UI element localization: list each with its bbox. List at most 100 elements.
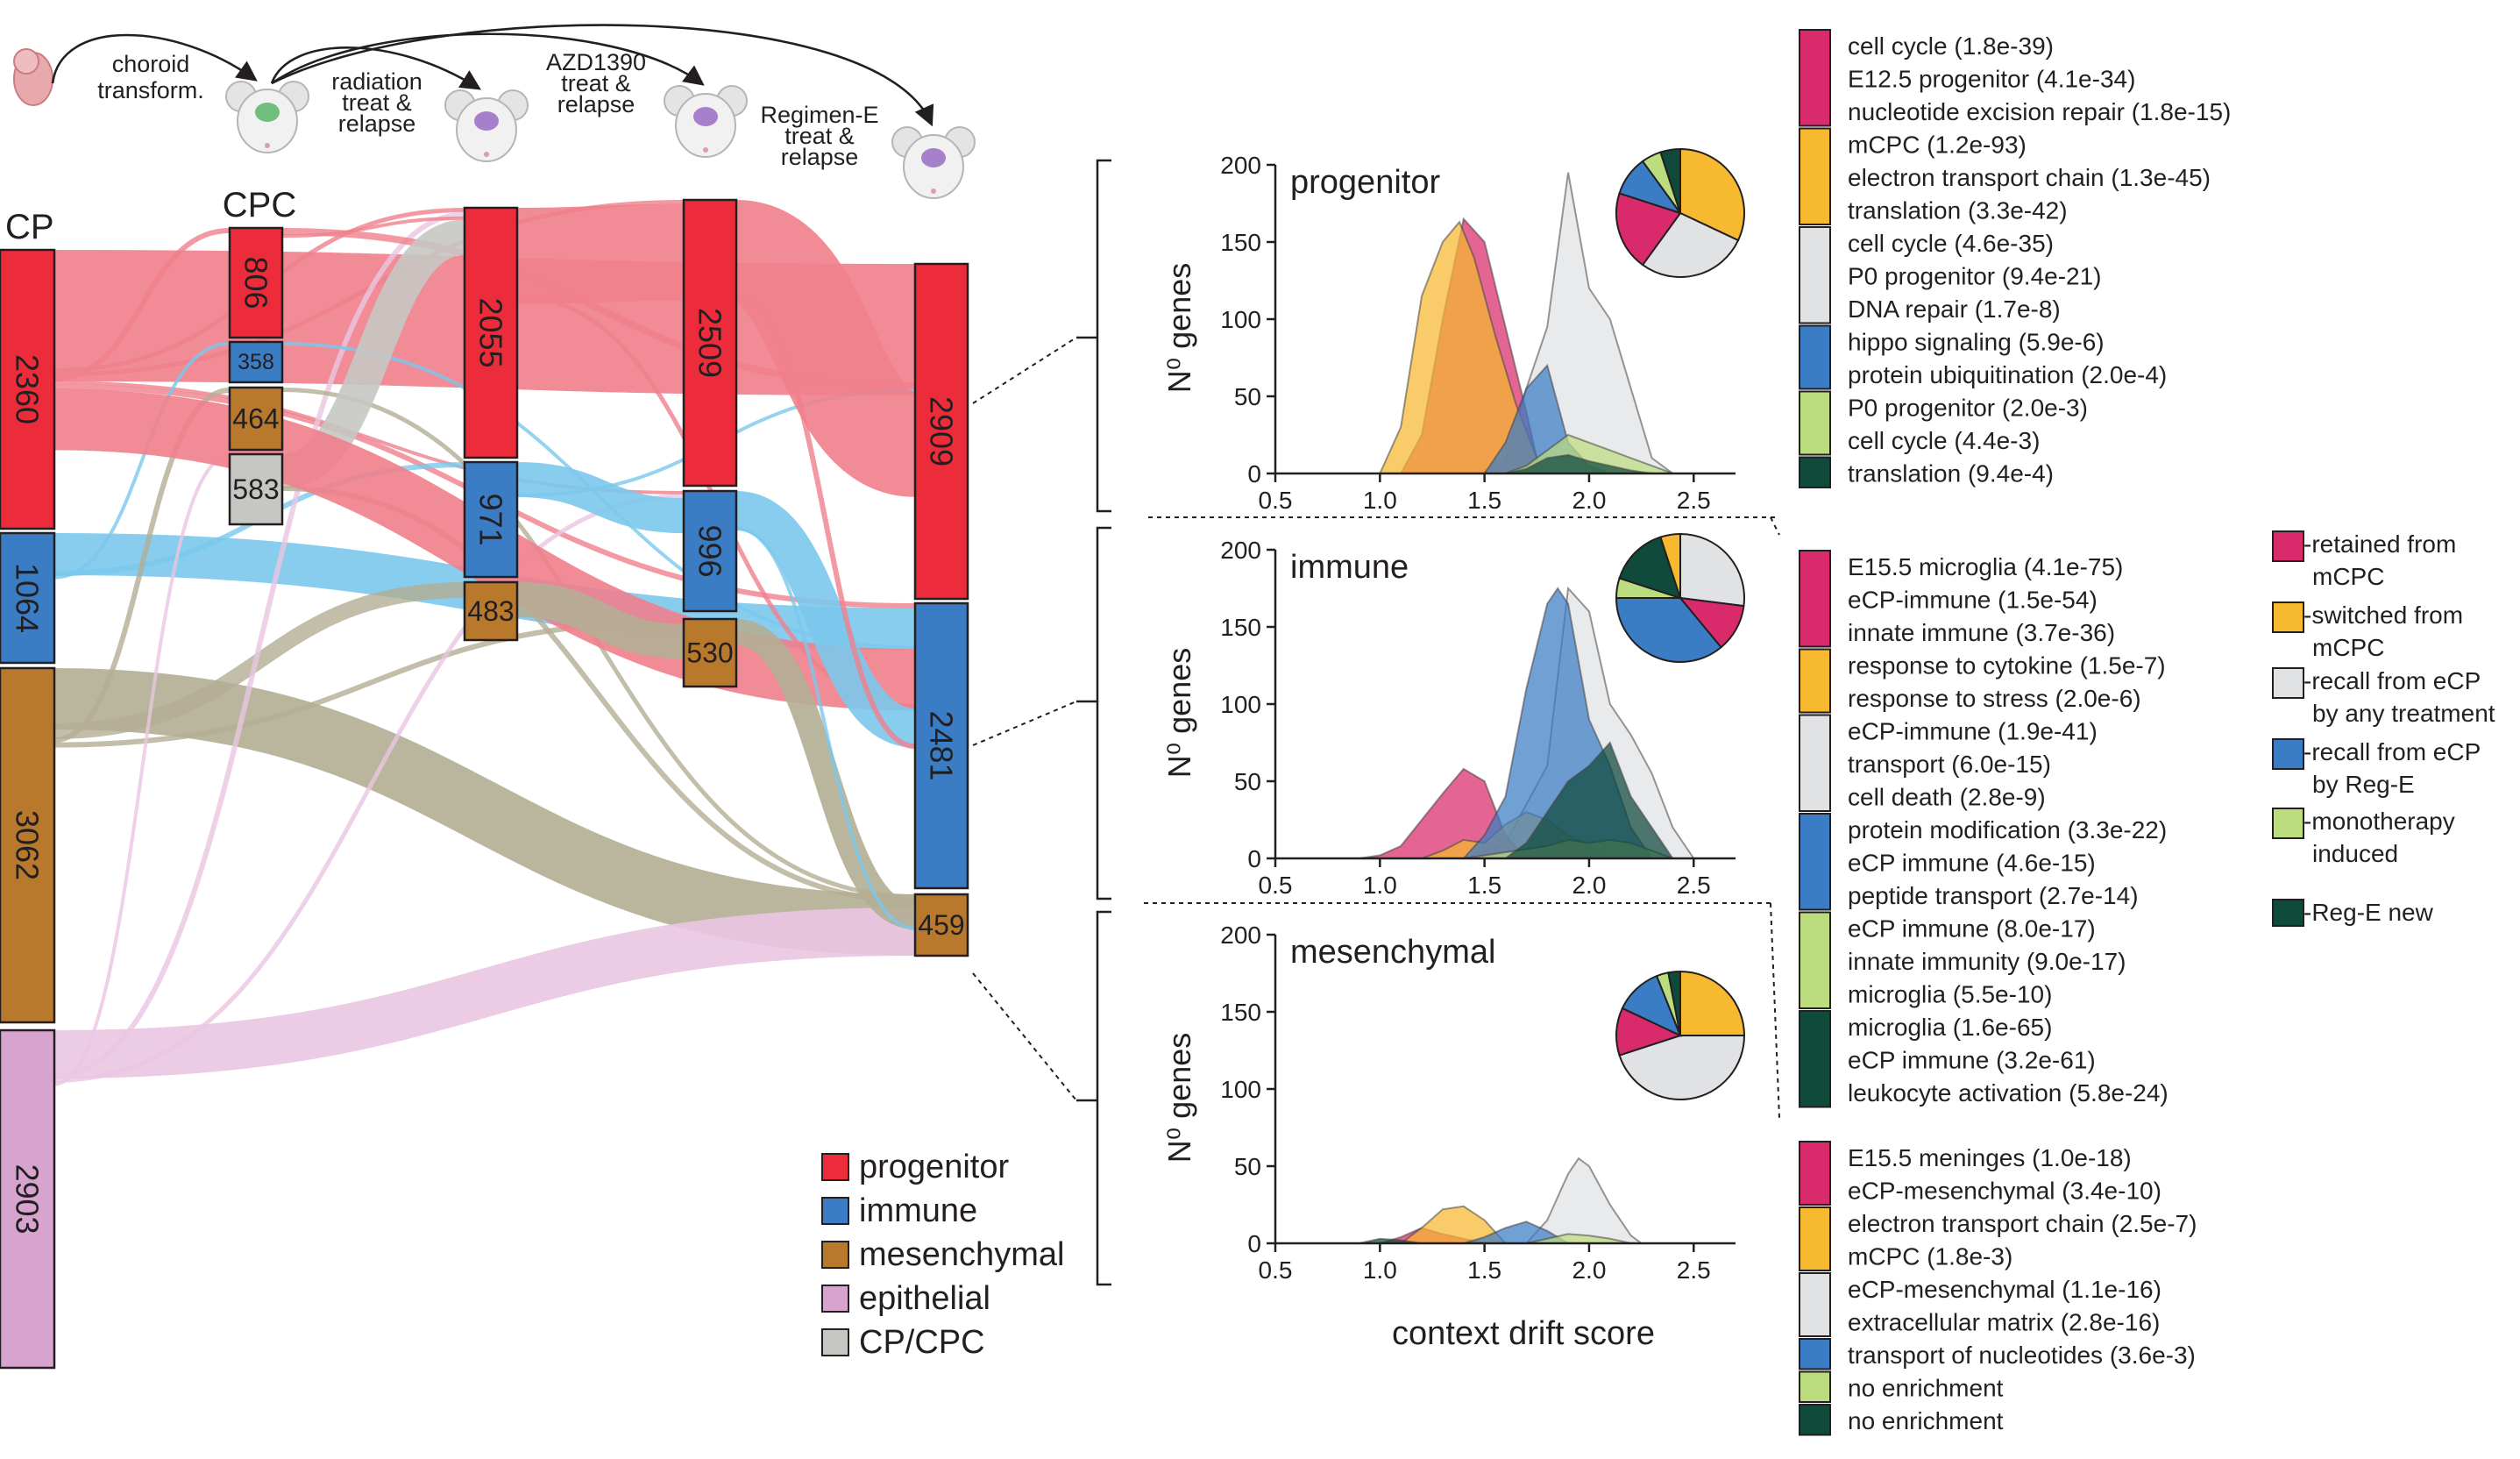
enrichment-term: eCP-mesenchymal (3.4e-10) — [1848, 1178, 2162, 1205]
category-swatch-recall_any — [2272, 667, 2304, 699]
enrichment-color-bar-rege_new — [1799, 456, 1831, 488]
enrichment-term: transport of nucleotides (3.6e-3) — [1848, 1342, 2196, 1369]
histogram-panel: 0 50 100 150 200 0.5 1.0 1.5 2.0 2.5 progenitor N⁰ … — [1161, 147, 1745, 514]
sankey-column-label: CP — [5, 208, 54, 246]
enrichment-term: protein modification (3.3e-22) — [1848, 816, 2167, 843]
enrichment-term: translation (3.3e-42) — [1848, 197, 2068, 224]
x-axis-label: context drift score — [1392, 1315, 1655, 1352]
y-tick-label: 100 — [1220, 691, 1261, 718]
sankey-flow-epithelial — [53, 907, 916, 1078]
sankey-flow-progenitor — [516, 203, 685, 304]
sankey-flow-epithelial — [53, 454, 231, 1086]
y-tick-label: 100 — [1220, 306, 1261, 333]
enrichment-term: no enrichment — [1848, 1407, 2004, 1434]
bracket — [1076, 526, 1111, 900]
sankey-node-value: 2909 — [924, 396, 960, 466]
enrichment-term: cell cycle (4.6e-35) — [1848, 230, 2054, 257]
y-axis-label: N⁰ genes — [1161, 648, 1197, 779]
sankey-node-cpcpc — [228, 452, 284, 526]
enrichment-term: cell cycle (4.4e-3) — [1848, 427, 2040, 454]
sankey-node-value: 2481 — [924, 710, 960, 780]
enrichment-term: cell death (2.8e-9) — [1848, 784, 2046, 811]
bracket — [1076, 159, 1111, 513]
legend-label: CP/CPC — [859, 1324, 985, 1361]
y-tick-label: 150 — [1220, 229, 1261, 256]
enrichment-color-bar-recall_any — [1799, 714, 1831, 812]
pie-slice-switched — [1679, 970, 1746, 1036]
zoom-dotted-line — [1770, 902, 1780, 1119]
sankey-flow-progenitor — [53, 228, 231, 381]
zoom-brackets — [972, 159, 1780, 1286]
timeline-step-label: transform. — [97, 77, 204, 103]
timeline-arrow — [271, 32, 705, 86]
sankey-flow-mesenchymal — [516, 582, 685, 659]
sankey-flow-epithelial — [53, 211, 465, 1079]
bracket — [1076, 910, 1111, 1286]
y-tick-label: 0 — [1247, 1230, 1261, 1257]
category-swatch-mono — [2272, 808, 2304, 839]
category-label: -switched from — [2303, 601, 2463, 629]
sankey-flow-immune — [53, 342, 231, 580]
y-tick-label: 50 — [1234, 1153, 1261, 1180]
pie-slice-recall_any — [1641, 211, 1740, 278]
panel-title: progenitor — [1290, 164, 1440, 201]
enrichment-term: E15.5 meninges (1.0e-18) — [1848, 1144, 2132, 1171]
sankey-node-mesenchymal — [682, 617, 738, 688]
sankey-flow-mesenchymal — [53, 668, 916, 956]
mouse-head-icon — [664, 85, 748, 158]
y-tick-label: 50 — [1234, 768, 1261, 795]
cell-type-legend: progenitor immune mesenchymal epithelial CP/… — [821, 1149, 1064, 1361]
x-tick-label: 1.0 — [1363, 487, 1397, 514]
enrichment-term: mCPC (1.8e-3) — [1848, 1243, 2012, 1270]
legend-swatch-cpcpc — [821, 1328, 849, 1356]
enrichment-term: innate immunity (9.0e-17) — [1848, 948, 2126, 975]
enrichment-color-bar-recall_any — [1799, 1272, 1831, 1337]
y-tick-label: 0 — [1247, 845, 1261, 872]
pie-slice-rege_new — [1659, 147, 1681, 214]
timeline-step-label: relapse — [557, 91, 635, 117]
x-tick-label: 1.5 — [1467, 1256, 1501, 1284]
enrichment-term: DNA repair (1.7e-8) — [1848, 295, 2061, 323]
timeline-step-label: radiation — [331, 68, 422, 95]
sankey-node-immune — [682, 489, 738, 613]
mouse-tumor — [255, 103, 280, 122]
embryo-icon — [13, 48, 53, 106]
enrichment-term: mCPC (1.2e-93) — [1848, 132, 2027, 159]
mouse-head-icon — [891, 126, 976, 199]
y-axis-label: N⁰ genes — [1161, 1033, 1197, 1164]
category-label: mCPC — [2312, 634, 2384, 661]
mouse-nose — [265, 143, 270, 148]
sankey-flow-epithelial — [53, 494, 685, 1083]
category-label: -retained from — [2303, 530, 2456, 558]
enrichment-term: cell cycle (1.8e-39) — [1848, 32, 2054, 60]
timeline-arrow — [270, 46, 481, 90]
sankey-flow-progenitor — [735, 295, 916, 750]
legend-swatch-epithelial — [821, 1285, 849, 1313]
sankey-node-value: 530 — [686, 637, 733, 669]
enrichment-term: response to cytokine (1.5e-7) — [1848, 652, 2166, 680]
mouse-nose — [484, 152, 489, 157]
category-swatch-switched — [2272, 601, 2304, 633]
enrichment-term: electron transport chain (2.5e-7) — [1848, 1210, 2197, 1237]
legend-label: progenitor — [859, 1149, 1009, 1185]
sankey-node-value: 2903 — [10, 1164, 46, 1234]
x-tick-label: 2.5 — [1677, 872, 1711, 899]
category-label: -recall from eCP — [2303, 667, 2481, 694]
category-label: -Reg-E new — [2303, 899, 2434, 926]
enrichment-color-bar-mono — [1799, 1370, 1831, 1403]
enrichment-term: eCP immune (8.0e-17) — [1848, 915, 2096, 943]
timeline-step-label: relapse — [781, 144, 859, 170]
histogram-panel: 0 50 100 150 200 0.5 1.0 1.5 2.0 2.5 immune N⁰ gene… — [1161, 532, 1745, 899]
enrichment-term: microglia (1.6e-65) — [1848, 1014, 2052, 1041]
sankey-flow-mesenchymal — [735, 619, 917, 929]
category-label: by Reg-E — [2312, 771, 2415, 798]
x-tick-label: 1.5 — [1467, 487, 1501, 514]
zoom-dotted-line — [1770, 516, 1780, 536]
y-tick-label: 200 — [1220, 152, 1261, 179]
sankey-node-mesenchymal — [228, 386, 284, 452]
x-tick-label: 2.5 — [1677, 1256, 1711, 1284]
category-label: by any treatment — [2312, 700, 2495, 727]
x-tick-label: 0.5 — [1259, 872, 1293, 899]
enrichment-color-bar-retained — [1799, 1141, 1831, 1206]
